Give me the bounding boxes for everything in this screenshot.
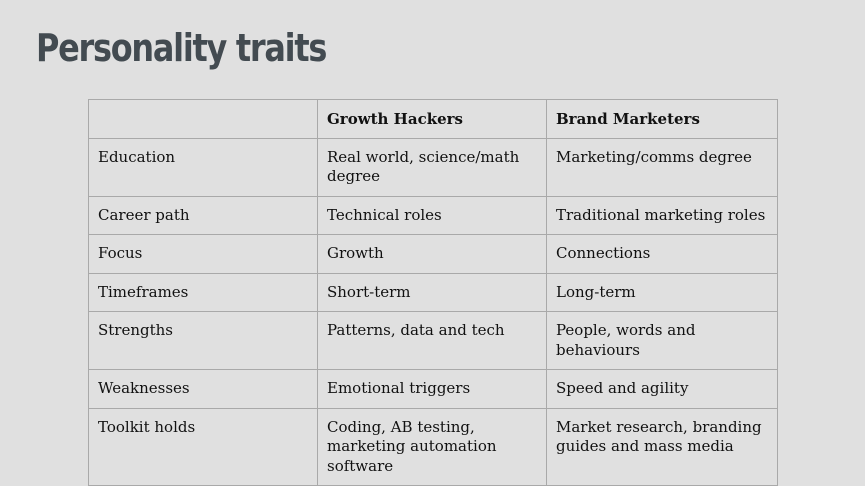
brand-marketers-cell: Connections <box>546 234 778 274</box>
growth-hackers-cell: Real world, science/math degree <box>317 137 547 197</box>
row-label-cell: Toolkit holds <box>88 407 318 486</box>
header-cell-empty <box>88 99 318 139</box>
row-label-cell: Career path <box>88 195 318 235</box>
brand-marketers-cell: People, words and behaviours <box>546 311 778 370</box>
brand-marketers-cell: Market research, branding guides and mas… <box>546 407 778 486</box>
table-row: Education Real world, science/math degre… <box>88 137 778 197</box>
brand-marketers-cell: Long-term <box>546 272 778 312</box>
row-label-cell: Strengths <box>88 311 318 370</box>
table-row: Focus Growth Connections <box>88 234 778 274</box>
growth-hackers-cell: Patterns, data and tech <box>317 311 547 370</box>
slide-title: Personality traits <box>36 26 327 70</box>
growth-hackers-cell: Coding, AB testing, marketing automation… <box>317 407 547 486</box>
row-label-cell: Timeframes <box>88 272 318 312</box>
brand-marketers-cell: Marketing/comms degree <box>546 137 778 197</box>
table-row: Strengths Patterns, data and tech People… <box>88 311 778 370</box>
brand-marketers-cell: Traditional marketing roles <box>546 195 778 235</box>
growth-hackers-cell: Emotional triggers <box>317 369 547 409</box>
row-label-cell: Education <box>88 137 318 197</box>
table-row: Timeframes Short-term Long-term <box>88 272 778 312</box>
header-cell-growth-hackers: Growth Hackers <box>317 99 547 139</box>
traits-table: Growth Hackers Brand Marketers Education… <box>88 99 778 486</box>
row-label-cell: Weaknesses <box>88 369 318 409</box>
table-row: Toolkit holds Coding, AB testing, market… <box>88 407 778 486</box>
row-label-cell: Focus <box>88 234 318 274</box>
brand-marketers-cell: Speed and agility <box>546 369 778 409</box>
table-row: Weaknesses Emotional triggers Speed and … <box>88 369 778 409</box>
growth-hackers-cell: Technical roles <box>317 195 547 235</box>
table-header-row: Growth Hackers Brand Marketers <box>88 99 778 139</box>
header-cell-brand-marketers: Brand Marketers <box>546 99 778 139</box>
growth-hackers-cell: Growth <box>317 234 547 274</box>
table-row: Career path Technical roles Traditional … <box>88 195 778 235</box>
growth-hackers-cell: Short-term <box>317 272 547 312</box>
